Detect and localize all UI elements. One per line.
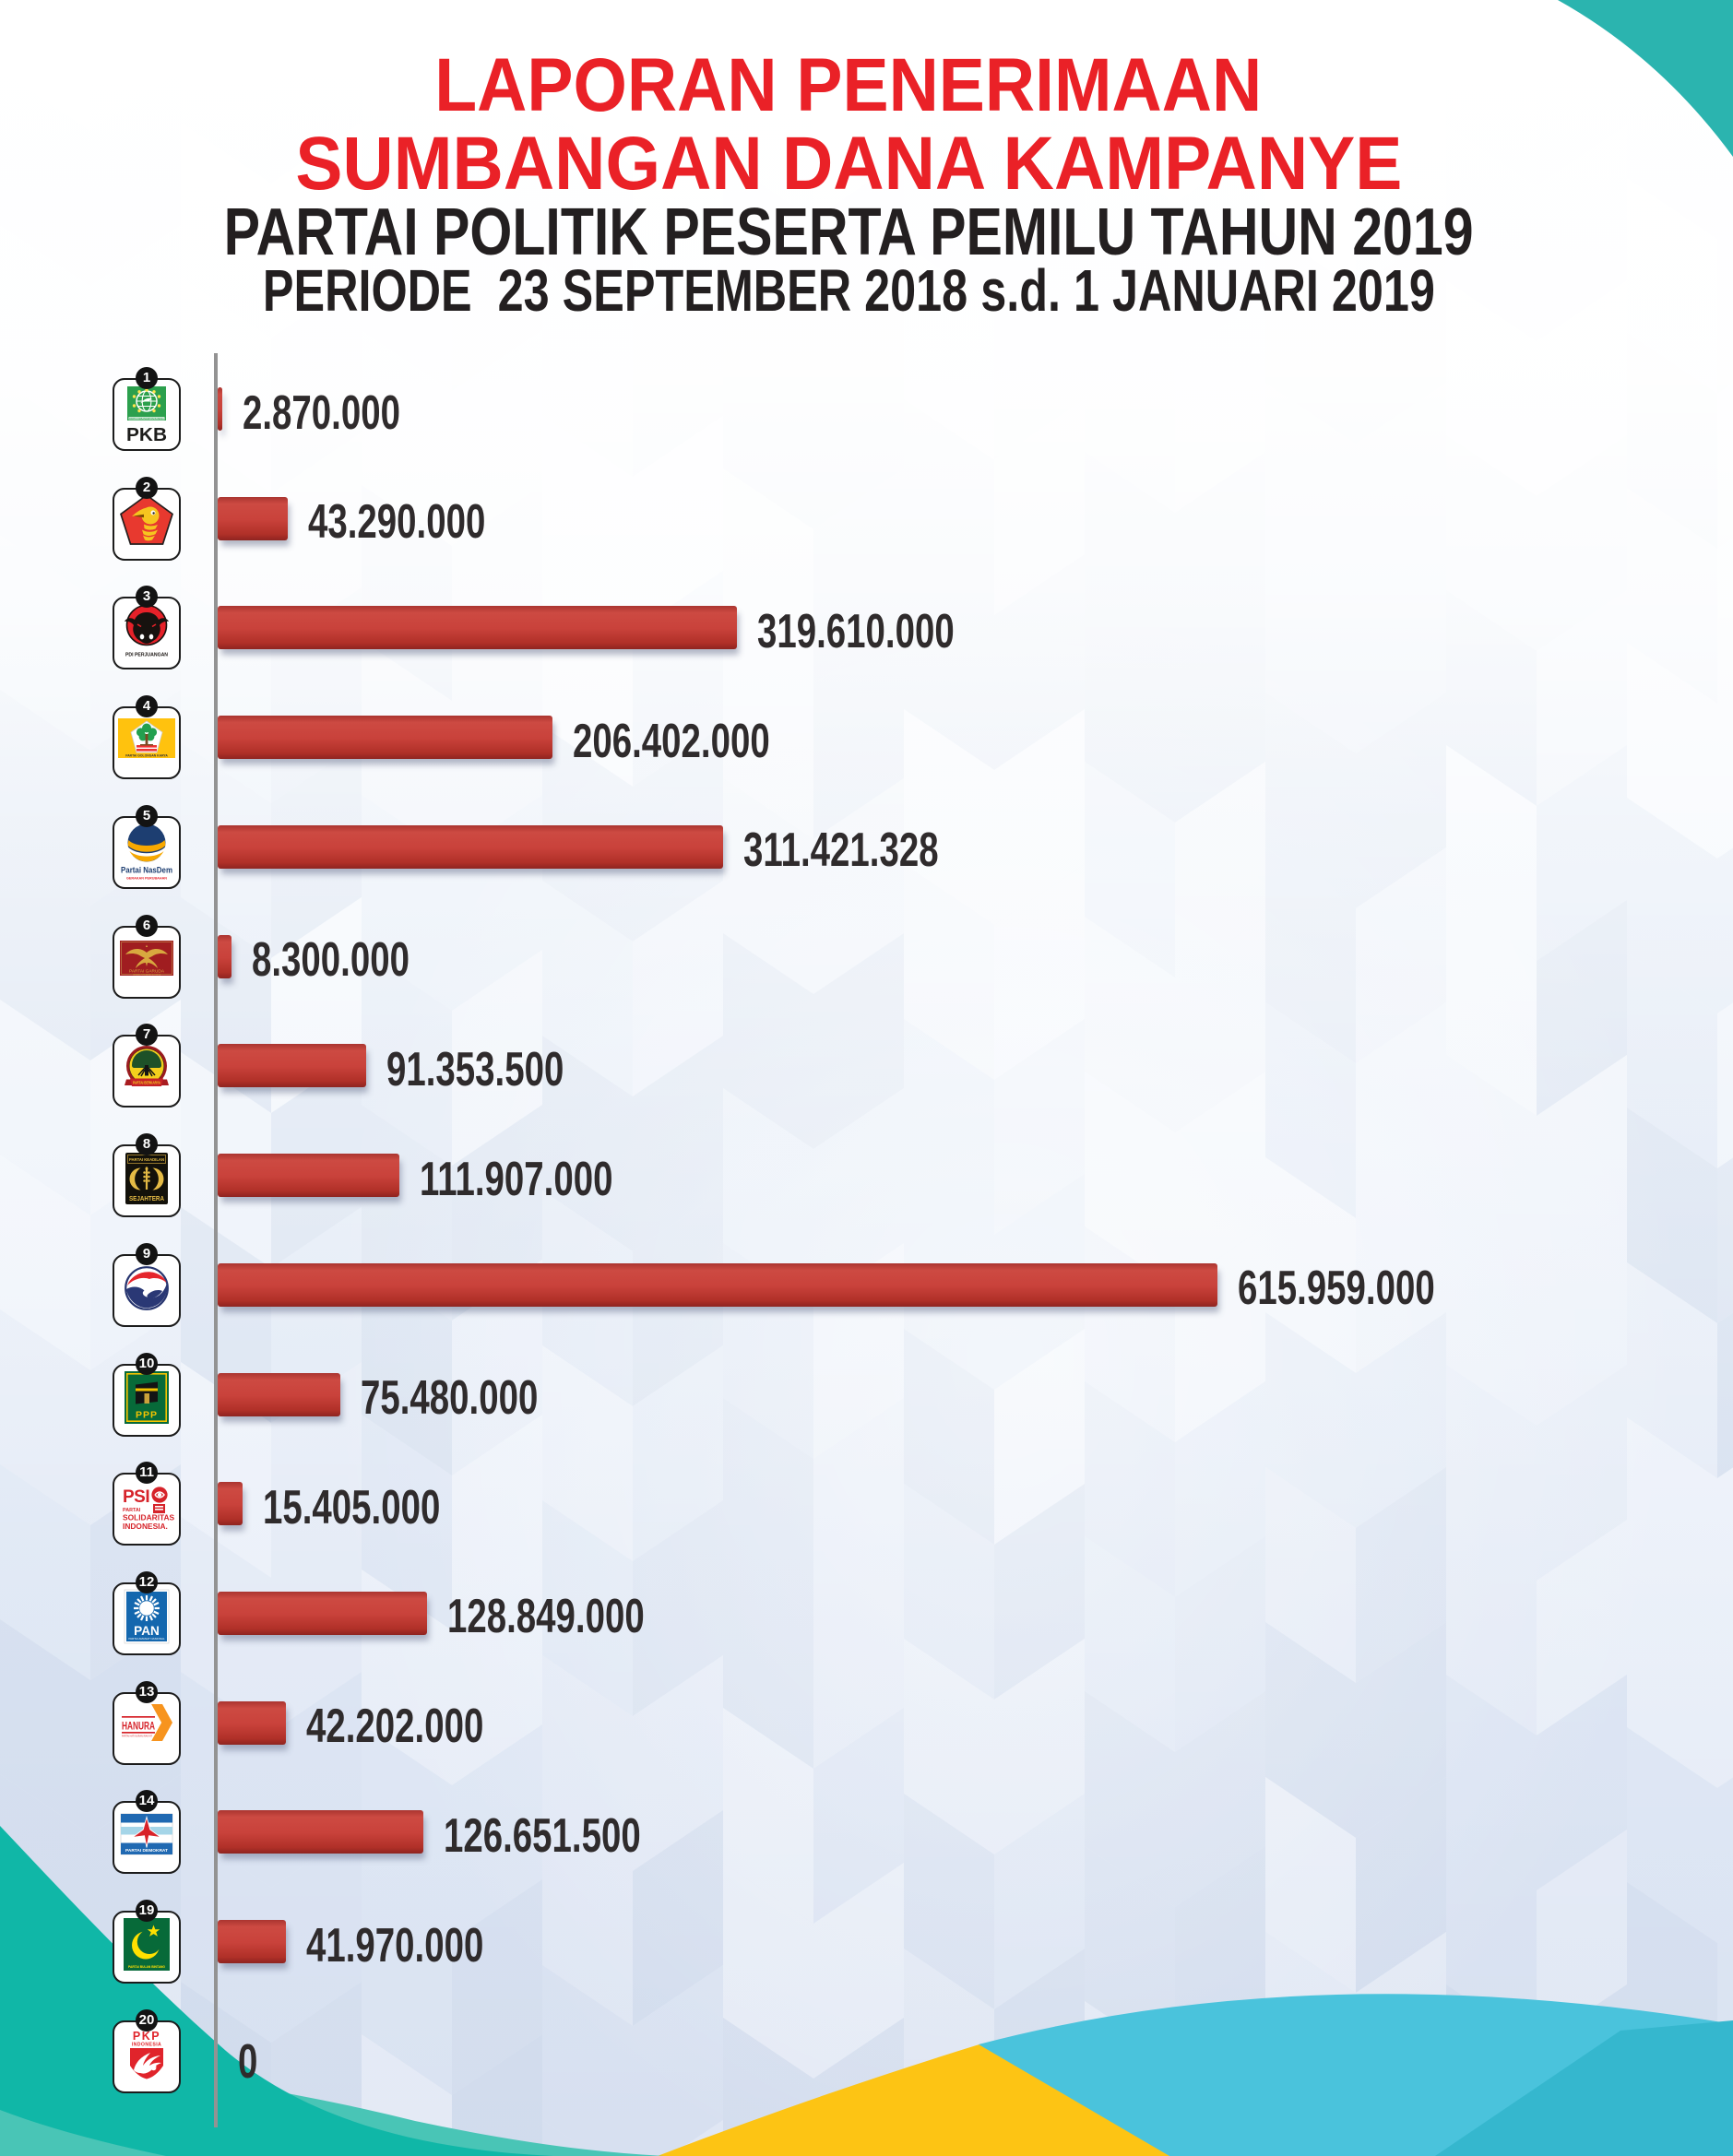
svg-text:PKP: PKP: [133, 2030, 160, 2043]
svg-text:PKB: PKB: [126, 425, 167, 445]
svg-text:PARTAI GARUDA: PARTAI GARUDA: [129, 968, 165, 974]
svg-text:PARTAI GOLONGAN KARYA: PARTAI GOLONGAN KARYA: [125, 754, 168, 758]
svg-text:Partai NasDem: Partai NasDem: [121, 864, 172, 874]
svg-text:SEJAHTERA: SEJAHTERA: [129, 1196, 164, 1202]
svg-text:PARTAI BULAN BINTANG: PARTAI BULAN BINTANG: [128, 1965, 165, 1969]
svg-text:PARTAI DEMOKRAT: PARTAI DEMOKRAT: [125, 1848, 168, 1854]
svg-text:HANURA: HANURA: [122, 1719, 155, 1732]
svg-text:PAN: PAN: [134, 1624, 160, 1638]
svg-text:PARTAI KEADILAN: PARTAI KEADILAN: [129, 1157, 164, 1163]
svg-text:PARTAI AMANAT NASIONAL: PARTAI AMANAT NASIONAL: [128, 1637, 165, 1641]
svg-text:PARTAI HATI NURANI RAKYAT: PARTAI HATI NURANI RAKYAT: [122, 1734, 152, 1737]
svg-text:PARTAI KEBANGKITAN BANGSA: PARTAI KEBANGKITAN BANGSA: [129, 418, 164, 421]
svg-text:INDONESIA: INDONESIA: [132, 2042, 161, 2047]
svg-text:PPP: PPP: [136, 1409, 158, 1420]
svg-text:PARTAI: PARTAI: [123, 1508, 141, 1513]
svg-text:SOLIDARITAS: SOLIDARITAS: [123, 1513, 175, 1522]
svg-text:PARTAI BERKARYA: PARTAI BERKARYA: [133, 1081, 161, 1085]
svg-text:GERAKAN PERUBAHAN INDONESIA: GERAKAN PERUBAHAN INDONESIA: [133, 973, 160, 976]
svg-text:GERAKAN PERUBAHAN: GERAKAN PERUBAHAN: [126, 876, 167, 880]
svg-text:INDONESIA.: INDONESIA.: [123, 1522, 168, 1531]
svg-text:PSI: PSI: [123, 1487, 149, 1507]
svg-text:PDI PERJUANGAN: PDI PERJUANGAN: [125, 653, 168, 658]
